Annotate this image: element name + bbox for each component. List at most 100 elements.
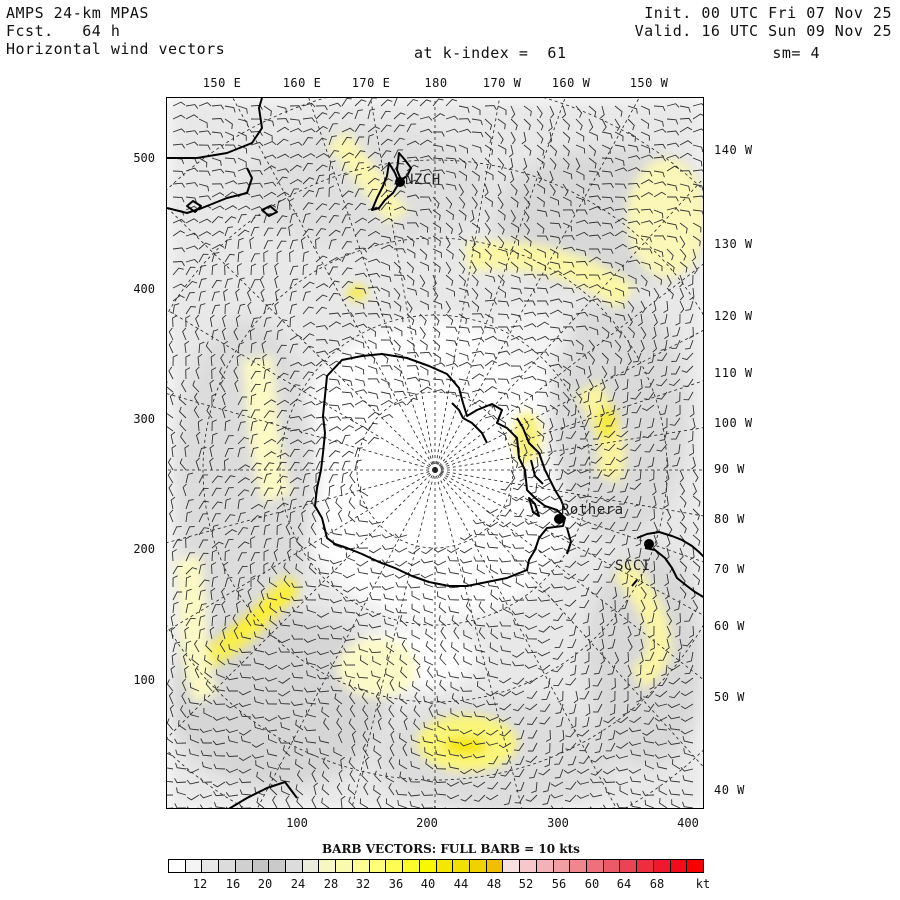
wind-barb — [232, 613, 239, 627]
wind-barb — [367, 339, 377, 350]
wind-barb — [250, 253, 260, 263]
wind-barb — [445, 326, 458, 332]
wind-barb — [406, 248, 416, 259]
wind-barb — [185, 232, 199, 238]
wind-barb — [367, 411, 380, 419]
wind-barb — [536, 222, 545, 234]
wind-barb — [610, 677, 616, 690]
wind-map: NZCH Rothera SCCI — [166, 97, 704, 809]
wind-barb — [680, 690, 694, 697]
wind-barb — [424, 747, 434, 757]
wind-barb — [315, 228, 327, 237]
wind-barb — [198, 218, 212, 224]
wind-barb — [194, 327, 200, 341]
wind-barb — [656, 391, 668, 400]
wind-barb — [679, 126, 693, 133]
wind-barb — [285, 522, 291, 536]
wind-barb — [373, 745, 382, 757]
wind-barb — [263, 140, 277, 146]
wind-barb — [589, 792, 603, 798]
wind-barb — [395, 789, 408, 796]
wind-barb — [265, 699, 278, 705]
wind-barb — [614, 131, 624, 142]
legend-swatch — [620, 860, 638, 872]
wind-barb — [584, 625, 590, 638]
wind-barb — [445, 287, 456, 297]
wind-barb — [565, 677, 577, 686]
wind-barb — [588, 118, 594, 132]
wind-barb — [683, 391, 694, 401]
legend-swatch — [553, 860, 571, 872]
wind-barb — [583, 391, 590, 404]
wind-barb — [471, 105, 481, 116]
wind-barb — [497, 144, 507, 155]
wind-barb — [508, 144, 514, 158]
wind-barb — [283, 575, 291, 588]
wind-barb — [524, 612, 538, 619]
wind-barb — [388, 718, 395, 731]
wind-barb — [256, 771, 265, 783]
wind-barb — [413, 705, 421, 718]
wind-barb — [221, 314, 227, 328]
wind-barb — [354, 339, 365, 349]
wind-barb — [536, 321, 550, 328]
wind-barb — [341, 402, 355, 408]
wind-barb — [692, 113, 703, 120]
wind-barb — [581, 664, 590, 675]
wind-barb — [172, 101, 186, 107]
wind-barb — [367, 436, 380, 445]
wind-barb — [300, 236, 306, 250]
wind-barb — [575, 248, 587, 257]
wind-barb — [186, 806, 199, 808]
wind-barb — [184, 626, 190, 640]
wind-barb — [289, 315, 296, 328]
wind-barb — [217, 654, 226, 666]
wind-barb — [523, 235, 532, 247]
wind-barb — [380, 261, 391, 271]
wind-barb — [419, 287, 429, 297]
wind-barb — [273, 548, 279, 562]
grid-y-tick: 400 — [133, 282, 155, 296]
legend-swatch — [386, 860, 404, 872]
wind-barb — [328, 484, 335, 497]
wind-barb — [233, 327, 239, 341]
wind-barb — [519, 469, 525, 482]
wind-barb — [497, 350, 511, 356]
lon-label-top: 170 W — [482, 76, 522, 90]
wind-barb — [673, 443, 681, 456]
wind-barb — [490, 602, 499, 614]
wind-barb — [656, 762, 668, 770]
wind-barb — [363, 782, 369, 796]
wind-barb — [642, 790, 655, 796]
wind-barb — [328, 404, 341, 411]
wind-barb — [263, 451, 276, 458]
wind-barb — [211, 541, 224, 549]
wind-barb — [211, 304, 221, 315]
wind-barb — [497, 222, 505, 235]
wind-barb — [265, 686, 278, 692]
wind-barb — [333, 747, 343, 757]
wind-barb — [367, 365, 378, 374]
wind-barb — [370, 670, 382, 679]
wind-barb — [209, 444, 215, 458]
wind-barb — [590, 768, 603, 776]
wind-barb — [263, 487, 274, 497]
wind-barb — [251, 754, 265, 759]
wind-barb — [168, 691, 174, 705]
wind-barb — [569, 443, 577, 455]
wind-barb — [419, 313, 427, 326]
wind-barb — [476, 564, 486, 575]
wind-barb — [484, 386, 497, 393]
wind-barb — [393, 287, 401, 300]
station-dot-rothera — [554, 514, 564, 524]
wind-barb — [484, 335, 498, 341]
wind-barb — [668, 776, 681, 783]
wind-barb — [432, 235, 441, 247]
wind-barb — [562, 287, 575, 294]
wind-barb — [383, 593, 395, 601]
wind-barb — [237, 229, 250, 237]
grid-x-tick: 100 — [286, 816, 308, 830]
wind-barb — [354, 124, 365, 133]
wind-barb — [619, 469, 629, 480]
wind-barb — [692, 482, 698, 496]
